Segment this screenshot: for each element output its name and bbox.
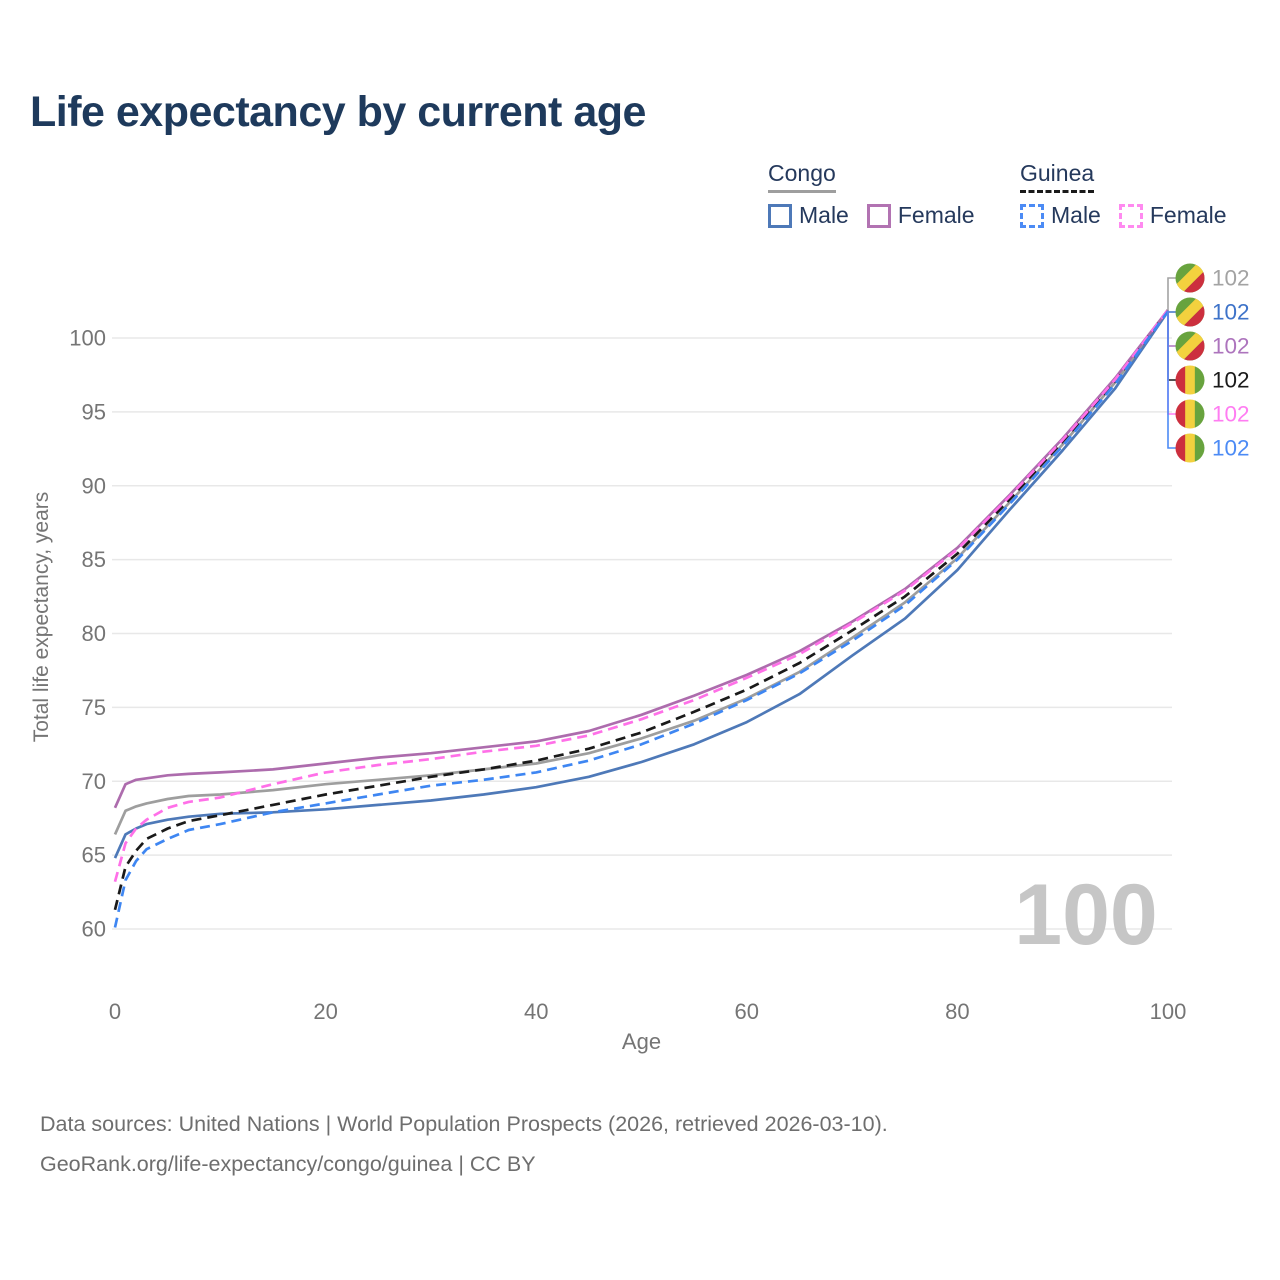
end-value-label-guinea_total: 102 (1212, 368, 1250, 393)
x-tick-label: 0 (109, 999, 121, 1024)
label-connector-congo_male (1167, 310, 1176, 313)
legend-swatch-guinea-female-icon (1118, 203, 1143, 228)
y-tick-label: 70 (82, 769, 106, 794)
x-tick-label: 80 (945, 999, 969, 1024)
legend-item-congo-female[interactable]: Female (866, 202, 975, 229)
series-line-congo_total (113, 310, 1170, 835)
legend-items-congo: Male Female (768, 202, 975, 229)
legend-country-congo[interactable]: Congo (768, 160, 836, 193)
y-tick-label: 80 (82, 621, 106, 646)
legend-item-congo-male[interactable]: Male (768, 202, 849, 229)
legend-items-guinea: Male Female (1020, 202, 1227, 229)
y-tick-label: 65 (82, 843, 106, 868)
y-tick-label: 75 (82, 695, 106, 720)
series-line-guinea_female (113, 309, 1170, 883)
footer-line-2: GeoRank.org/life-expectancy/congo/guinea… (40, 1152, 536, 1176)
legend-item-guinea-male[interactable]: Male (1020, 202, 1101, 229)
legend-swatch-congo-male-icon (768, 203, 792, 228)
series-line-guinea_total (113, 309, 1170, 911)
footer-line-1: Data sources: United Nations | World Pop… (40, 1112, 888, 1136)
legend-swatch-congo-female-icon (866, 203, 891, 228)
legend-item-guinea-female[interactable]: Female (1118, 202, 1227, 229)
chart-title: Life expectancy by current age (30, 88, 646, 136)
y-axis-title: Total life expectancy, years (30, 492, 53, 743)
legend-group-congo: Congo Male Female (768, 160, 975, 229)
label-connector-congo_female (1167, 310, 1176, 347)
age-counter-watermark: 100 (1014, 867, 1158, 963)
x-tick-label: 60 (735, 999, 759, 1024)
y-gridlines: 60 65 70 75 80 85 90 95 100 (69, 326, 1172, 942)
legend-label-congo-male: Male (799, 202, 849, 228)
x-tick-label: 100 (1150, 999, 1187, 1024)
x-axis-title: Age (622, 1029, 661, 1054)
flag-icon-guinea (1175, 365, 1205, 395)
legend-country-guinea[interactable]: Guinea (1020, 160, 1095, 193)
legend-group-guinea: Guinea Male Female (1020, 160, 1227, 229)
x-tick-label: 20 (313, 999, 337, 1024)
end-value-label-guinea_female: 102 (1212, 402, 1250, 427)
series-line-guinea_male (113, 310, 1170, 928)
y-tick-label: 90 (82, 473, 106, 498)
legend-label-congo-female: Female (897, 202, 975, 228)
end-value-label-congo_male: 102 (1212, 300, 1250, 325)
y-tick-label: 100 (69, 326, 106, 351)
label-connector-guinea_female (1167, 310, 1176, 415)
y-tick-label: 95 (82, 399, 106, 424)
x-tick-label: 40 (524, 999, 548, 1024)
end-value-label-guinea_male: 102 (1212, 436, 1250, 461)
footer-credits: Data sources: United Nations | World Pop… (40, 1104, 888, 1184)
legend: Congo Male Female Guinea Male (0, 160, 1280, 250)
legend-swatch-guinea-male-icon (1020, 203, 1044, 228)
label-connector-guinea_male (1167, 310, 1176, 449)
legend-label-guinea-male: Male (1051, 202, 1101, 228)
label-connector-congo_total (1167, 277, 1176, 311)
series-line-congo_female (113, 309, 1170, 809)
legend-label-guinea-female: Female (1149, 202, 1227, 228)
y-tick-label: 85 (82, 547, 106, 572)
flag-icon-guinea (1175, 399, 1205, 429)
series-line-congo_male (113, 310, 1170, 859)
end-value-label-congo_female: 102 (1212, 334, 1250, 359)
y-tick-label: 60 (82, 917, 106, 942)
flag-icon-guinea (1175, 433, 1205, 463)
end-value-label-congo_total: 102 (1212, 266, 1250, 291)
